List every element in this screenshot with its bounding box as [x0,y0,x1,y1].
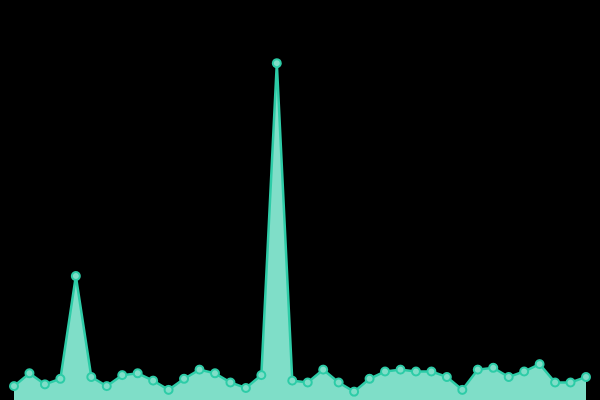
data-point-marker [364,373,375,384]
area-fill-path [14,63,586,400]
data-point-marker [9,381,19,392]
data-point-marker [287,375,298,386]
data-point-marker [148,375,159,386]
data-point-marker [534,359,545,370]
data-point-marker [550,377,561,388]
data-point-marker [55,373,66,384]
data-point-marker [457,384,468,395]
data-point-marker [426,366,437,377]
data-point-marker [117,370,128,381]
data-point-marker [472,364,483,375]
data-point-marker [240,382,251,393]
data-point-marker [349,386,360,397]
data-point-marker [256,370,267,381]
data-point-marker [132,368,143,379]
data-point-marker [101,381,112,392]
data-point-marker [565,377,576,388]
data-point-marker [194,364,205,375]
data-point-marker [39,379,50,390]
data-point-marker [225,377,236,388]
data-point-marker [488,362,499,373]
data-point-marker [209,368,220,379]
data-point-markers [9,58,591,397]
data-point-marker [24,368,35,379]
data-point-marker [70,271,81,282]
data-point-marker [441,371,452,382]
data-point-marker [179,373,190,384]
data-point-marker [519,366,530,377]
data-point-marker [395,364,406,375]
data-point-marker [86,371,97,382]
data-point-marker [318,364,329,375]
data-point-marker [302,377,313,388]
data-point-marker [503,371,514,382]
data-point-marker [410,366,421,377]
data-point-marker [271,58,282,69]
data-point-marker [581,371,591,382]
data-point-marker [380,366,391,377]
data-point-marker [333,377,344,388]
data-point-marker [163,384,174,395]
